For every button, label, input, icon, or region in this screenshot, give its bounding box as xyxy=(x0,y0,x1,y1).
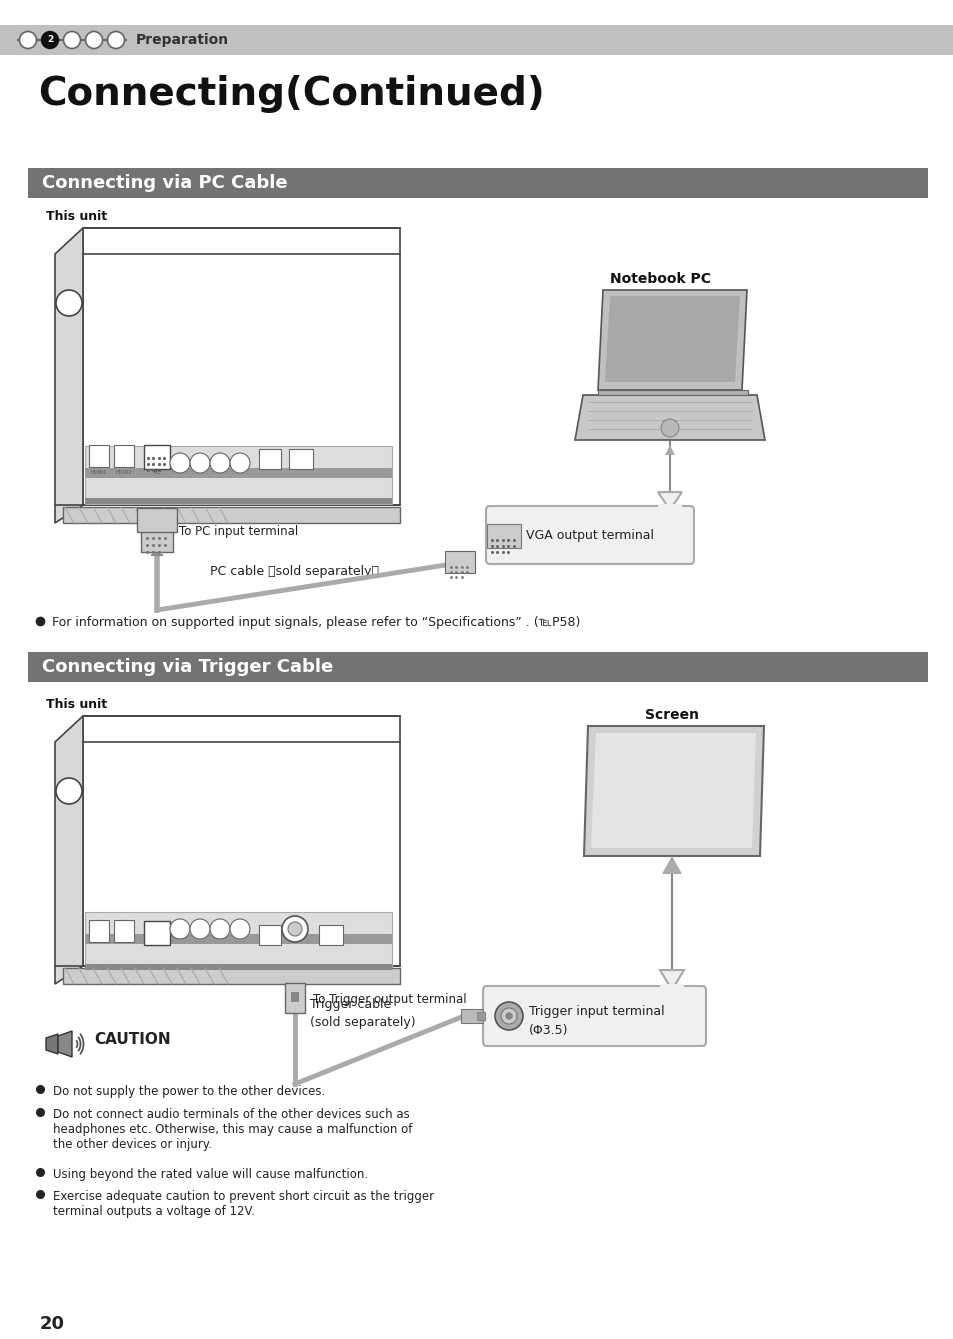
Text: Do not supply the power to the other devices.: Do not supply the power to the other dev… xyxy=(53,1085,325,1098)
Circle shape xyxy=(56,291,82,316)
Polygon shape xyxy=(58,1031,71,1056)
FancyBboxPatch shape xyxy=(485,506,693,564)
Circle shape xyxy=(190,919,210,939)
FancyBboxPatch shape xyxy=(291,992,298,1002)
Polygon shape xyxy=(583,726,763,856)
FancyBboxPatch shape xyxy=(482,986,705,1046)
FancyBboxPatch shape xyxy=(285,983,305,1014)
Polygon shape xyxy=(575,395,764,441)
Text: To PC input terminal: To PC input terminal xyxy=(179,525,298,538)
FancyBboxPatch shape xyxy=(0,25,953,55)
FancyBboxPatch shape xyxy=(85,469,392,478)
Circle shape xyxy=(19,32,36,48)
Text: Notebook PC: Notebook PC xyxy=(609,272,710,287)
Text: Trigger input terminal
(Φ3.5): Trigger input terminal (Φ3.5) xyxy=(529,1006,664,1036)
FancyBboxPatch shape xyxy=(258,449,281,469)
FancyBboxPatch shape xyxy=(63,968,399,984)
FancyBboxPatch shape xyxy=(659,984,683,988)
Circle shape xyxy=(500,1008,517,1024)
Circle shape xyxy=(210,919,230,939)
FancyBboxPatch shape xyxy=(83,228,399,505)
Polygon shape xyxy=(55,228,83,524)
Circle shape xyxy=(108,32,125,48)
FancyBboxPatch shape xyxy=(318,925,343,945)
FancyBboxPatch shape xyxy=(85,964,392,969)
Text: 2: 2 xyxy=(47,36,53,44)
Circle shape xyxy=(288,923,302,936)
Text: To Trigger output terminal: To Trigger output terminal xyxy=(313,992,466,1006)
FancyBboxPatch shape xyxy=(113,445,133,467)
Text: 20: 20 xyxy=(40,1315,65,1334)
Circle shape xyxy=(210,453,230,473)
Text: Exercise adequate caution to prevent short circuit as the trigger
terminal outpu: Exercise adequate caution to prevent sho… xyxy=(53,1190,434,1218)
Circle shape xyxy=(660,419,679,437)
Text: PC: PC xyxy=(153,470,160,474)
Text: VGA output terminal: VGA output terminal xyxy=(525,529,654,542)
Text: This unit: This unit xyxy=(46,698,107,711)
Circle shape xyxy=(190,453,210,473)
Circle shape xyxy=(42,32,58,48)
Circle shape xyxy=(230,919,250,939)
Text: Preparation: Preparation xyxy=(136,33,229,47)
FancyBboxPatch shape xyxy=(89,445,109,467)
Text: Connecting(Continued): Connecting(Continued) xyxy=(38,75,544,112)
FancyBboxPatch shape xyxy=(141,520,172,552)
Polygon shape xyxy=(590,732,755,848)
Circle shape xyxy=(170,919,190,939)
FancyBboxPatch shape xyxy=(144,921,170,945)
Polygon shape xyxy=(664,445,675,455)
Text: Using beyond the rated value will cause malfunction.: Using beyond the rated value will cause … xyxy=(53,1168,368,1181)
FancyBboxPatch shape xyxy=(28,652,927,682)
Circle shape xyxy=(64,32,80,48)
Text: PC cable （sold separately）: PC cable （sold separately） xyxy=(210,565,378,578)
Polygon shape xyxy=(46,1034,58,1054)
Polygon shape xyxy=(55,716,83,984)
FancyBboxPatch shape xyxy=(476,1012,484,1020)
Text: HDMI2: HDMI2 xyxy=(115,470,132,474)
Circle shape xyxy=(56,778,82,803)
FancyBboxPatch shape xyxy=(144,445,170,469)
Circle shape xyxy=(282,916,308,943)
Circle shape xyxy=(170,453,190,473)
FancyBboxPatch shape xyxy=(598,390,747,395)
Text: Connecting via Trigger Cable: Connecting via Trigger Cable xyxy=(42,657,333,676)
Text: Screen: Screen xyxy=(644,708,699,722)
Circle shape xyxy=(230,453,250,473)
Circle shape xyxy=(86,32,102,48)
FancyBboxPatch shape xyxy=(85,935,392,944)
FancyBboxPatch shape xyxy=(85,446,392,503)
FancyBboxPatch shape xyxy=(289,449,313,469)
Text: For information on supported input signals, please refer to “Specifications” . (: For information on supported input signa… xyxy=(52,616,579,629)
Text: Trigger cable
(sold separately): Trigger cable (sold separately) xyxy=(310,998,416,1028)
FancyBboxPatch shape xyxy=(89,920,109,943)
FancyBboxPatch shape xyxy=(85,498,392,503)
Text: Connecting via PC Cable: Connecting via PC Cable xyxy=(42,174,287,191)
FancyBboxPatch shape xyxy=(83,716,399,965)
Polygon shape xyxy=(658,491,681,510)
Polygon shape xyxy=(659,969,683,990)
FancyBboxPatch shape xyxy=(113,920,133,943)
Polygon shape xyxy=(661,856,681,874)
FancyBboxPatch shape xyxy=(63,507,399,524)
FancyBboxPatch shape xyxy=(28,167,927,198)
FancyBboxPatch shape xyxy=(258,925,281,945)
Polygon shape xyxy=(604,296,740,382)
Text: Do not connect audio terminals of the other devices such as
headphones etc. Othe: Do not connect audio terminals of the ot… xyxy=(53,1107,412,1152)
Circle shape xyxy=(505,1014,512,1019)
FancyBboxPatch shape xyxy=(486,524,520,548)
Text: CAUTION: CAUTION xyxy=(94,1032,171,1047)
Text: HDMI1: HDMI1 xyxy=(91,470,107,474)
FancyBboxPatch shape xyxy=(444,552,475,573)
FancyBboxPatch shape xyxy=(658,503,681,507)
Polygon shape xyxy=(598,291,746,390)
Text: This unit: This unit xyxy=(46,210,107,224)
FancyBboxPatch shape xyxy=(85,912,392,969)
FancyBboxPatch shape xyxy=(460,1010,482,1023)
FancyBboxPatch shape xyxy=(137,507,177,532)
Circle shape xyxy=(495,1002,522,1030)
